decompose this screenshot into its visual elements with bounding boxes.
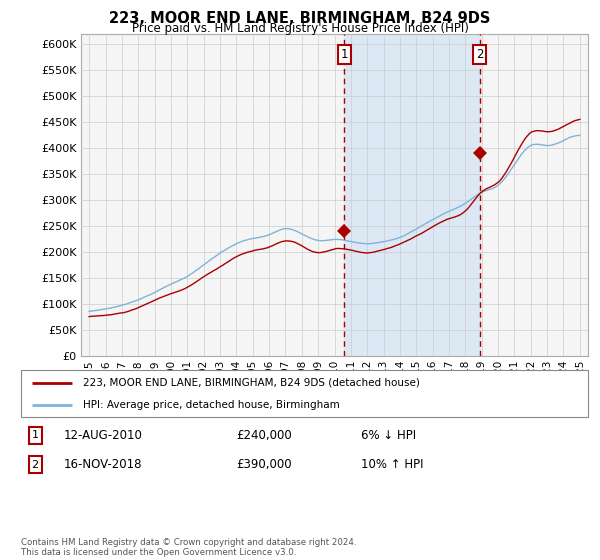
Text: 10% ↑ HPI: 10% ↑ HPI (361, 458, 424, 471)
Text: 223, MOOR END LANE, BIRMINGHAM, B24 9DS: 223, MOOR END LANE, BIRMINGHAM, B24 9DS (109, 11, 491, 26)
Text: 2: 2 (32, 460, 39, 469)
Text: 223, MOOR END LANE, BIRMINGHAM, B24 9DS (detached house): 223, MOOR END LANE, BIRMINGHAM, B24 9DS … (83, 378, 420, 388)
Text: £390,000: £390,000 (236, 458, 292, 471)
Text: HPI: Average price, detached house, Birmingham: HPI: Average price, detached house, Birm… (83, 400, 340, 410)
Text: 1: 1 (341, 48, 348, 61)
Bar (344, 34, 479, 356)
Text: 6% ↓ HPI: 6% ↓ HPI (361, 429, 416, 442)
Text: 1: 1 (32, 431, 38, 440)
Text: £240,000: £240,000 (236, 429, 292, 442)
Text: Contains HM Land Registry data © Crown copyright and database right 2024.
This d: Contains HM Land Registry data © Crown c… (21, 538, 356, 557)
Text: 16-NOV-2018: 16-NOV-2018 (64, 458, 142, 471)
FancyBboxPatch shape (21, 370, 588, 417)
Text: Price paid vs. HM Land Registry's House Price Index (HPI): Price paid vs. HM Land Registry's House … (131, 22, 469, 35)
Text: 2: 2 (476, 48, 484, 61)
Text: 12-AUG-2010: 12-AUG-2010 (64, 429, 142, 442)
